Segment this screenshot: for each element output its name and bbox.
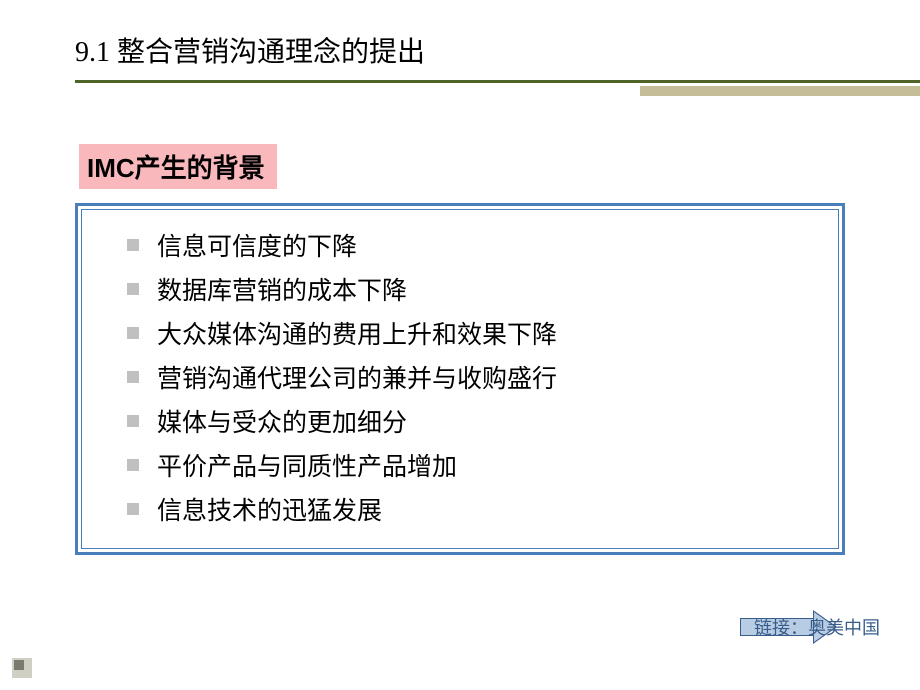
bullet-text: 大众媒体沟通的费用上升和效果下降	[157, 315, 557, 351]
list-item: 媒体与受众的更加细分	[127, 403, 823, 439]
bullet-text: 信息可信度的下降	[157, 227, 357, 263]
title-underline	[75, 80, 845, 94]
list-item: 营销沟通代理公司的兼并与收购盛行	[127, 359, 823, 395]
bullet-marker-icon	[127, 283, 139, 295]
bullet-marker-icon	[127, 371, 139, 383]
bullet-text: 信息技术的迅猛发展	[157, 491, 382, 527]
list-item: 数据库营销的成本下降	[127, 271, 823, 307]
underline-accent-bar	[640, 86, 920, 96]
list-item: 信息可信度的下降	[127, 227, 823, 263]
bullet-text: 数据库营销的成本下降	[157, 271, 407, 307]
bullet-text: 平价产品与同质性产品增加	[157, 447, 457, 483]
bullet-marker-icon	[127, 503, 139, 515]
bullet-text: 营销沟通代理公司的兼并与收购盛行	[157, 359, 557, 395]
bullet-marker-icon	[127, 415, 139, 427]
footer-link-button[interactable]: 链接：奥美中国	[740, 612, 880, 642]
list-item: 信息技术的迅猛发展	[127, 491, 823, 527]
corner-marker-icon	[12, 658, 32, 678]
slide-title: 9.1 整合营销沟通理念的提出	[75, 30, 425, 78]
title-row: 9.1 整合营销沟通理念的提出	[75, 30, 845, 94]
list-item: 平价产品与同质性产品增加	[127, 447, 823, 483]
bullet-marker-icon	[127, 327, 139, 339]
bullet-text: 媒体与受众的更加细分	[157, 403, 407, 439]
subtitle-highlight: IMC产生的背景	[79, 144, 277, 189]
list-item: 大众媒体沟通的费用上升和效果下降	[127, 315, 823, 351]
content-box: 信息可信度的下降 数据库营销的成本下降 大众媒体沟通的费用上升和效果下降 营销沟…	[75, 203, 845, 555]
bullet-marker-icon	[127, 459, 139, 471]
bullet-marker-icon	[127, 239, 139, 251]
underline-main-bar	[75, 80, 920, 83]
slide-container: 9.1 整合营销沟通理念的提出 IMC产生的背景 信息可信度的下降 数据库营销的…	[0, 0, 920, 690]
link-label: 链接：奥美中国	[754, 614, 880, 640]
